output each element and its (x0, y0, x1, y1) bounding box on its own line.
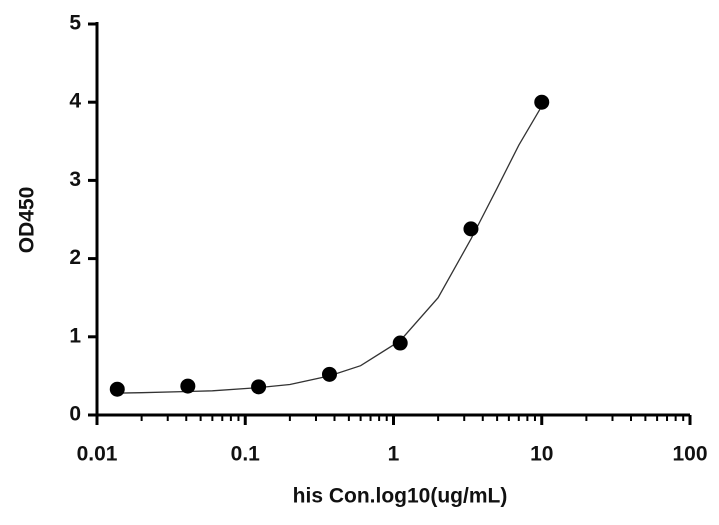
y-tick-label: 2 (69, 246, 81, 269)
data-point (392, 335, 408, 351)
y-tick-label: 4 (69, 90, 81, 113)
x-tick-label: 0.01 (77, 443, 118, 466)
x-tick-label: 1 (388, 443, 400, 466)
fit-curve (117, 105, 543, 394)
data-point (321, 366, 337, 382)
x-tick-label: 100 (672, 443, 707, 466)
data-point (534, 94, 550, 110)
x-tick-label: 10 (530, 443, 553, 466)
y-tick-label: 5 (69, 12, 81, 35)
x-tick-label: 0.1 (231, 443, 261, 466)
data-point (109, 381, 125, 397)
y-tick-label: 0 (69, 403, 81, 426)
x-axis-label: his Con.log10(ug/mL) (293, 485, 508, 508)
data-point (251, 379, 267, 395)
data-point (180, 378, 196, 394)
y-tick-label: 3 (69, 168, 81, 191)
y-tick-label: 1 (69, 324, 81, 347)
y-axis-label: OD450 (16, 187, 39, 254)
data-point (463, 221, 479, 237)
